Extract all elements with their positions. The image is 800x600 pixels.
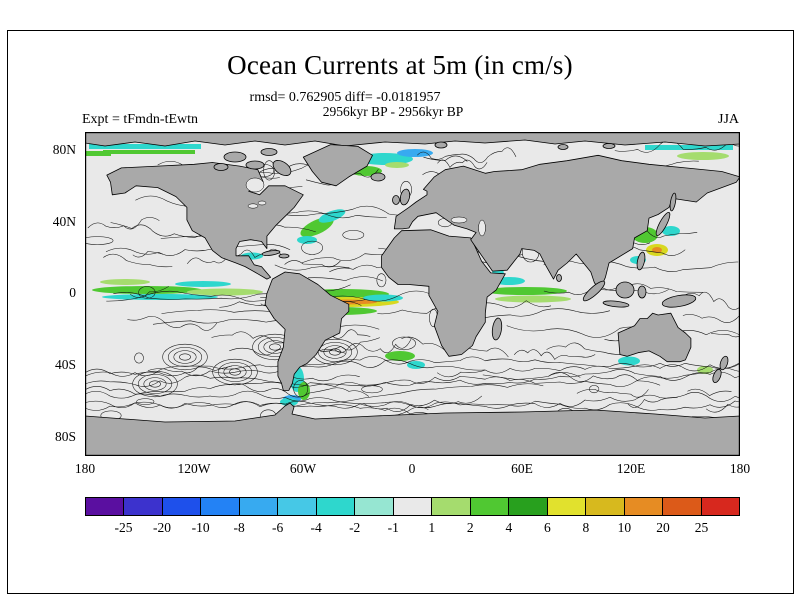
colorbar-tick-label: 4 <box>505 520 513 535</box>
lon-label-180W: 180 <box>74 461 96 476</box>
land-masses <box>85 132 740 456</box>
continent-greenland <box>302 144 373 187</box>
colorbar-segment <box>586 497 625 516</box>
lat-label-40S: 40S <box>54 357 76 372</box>
colorbar-tick-labels: -25 -20 -10 -8 -6 -4 -2 -1 1 2 4 6 8 10 20 25 <box>85 520 740 538</box>
continent-africa <box>381 229 506 357</box>
colorbar-tick-label: -2 <box>349 520 361 535</box>
stats-line: rmsd= 0.762905 diff= -0.0181957 <box>249 90 441 105</box>
experiment-label: Expt = tFmdn-tEwtn <box>82 112 199 127</box>
map-frame <box>85 132 740 456</box>
colorbar-tick-label: -4 <box>310 520 322 535</box>
island-sakhalin <box>669 192 677 212</box>
island-arctic-1 <box>223 151 247 163</box>
colorbar-segment <box>432 497 471 516</box>
lon-label-180E: 180 <box>729 461 751 476</box>
colorbar-segment <box>162 497 202 516</box>
lat-label-0: 0 <box>69 285 76 300</box>
lon-label-60W: 60W <box>289 461 317 476</box>
lon-label-120E: 120E <box>616 461 646 476</box>
island-hispaniola <box>278 253 290 259</box>
colorbar-tick-label: 10 <box>617 520 632 535</box>
world-map-svg <box>85 132 740 456</box>
lat-label-80S: 80S <box>54 429 76 444</box>
continent-antarctica <box>85 402 740 456</box>
island-japan <box>655 212 671 236</box>
plot-title: Ocean Currents at 5m (in cm/s) <box>227 50 573 80</box>
lat-label-40N: 40N <box>52 214 76 229</box>
lake-superior <box>247 203 259 209</box>
island-new-zealand-north <box>719 355 729 371</box>
continent-eurasia <box>393 154 740 291</box>
continent-arctic <box>85 132 740 147</box>
island-ireland <box>392 195 400 205</box>
island-new-siberian <box>602 143 616 149</box>
island-java <box>602 300 630 308</box>
period-line: 2956kyr BP - 2956kyr BP <box>322 104 464 119</box>
continent-australia <box>617 312 692 363</box>
island-iceland <box>370 172 386 182</box>
season-label: JJA <box>718 112 740 127</box>
island-new-guinea <box>661 294 697 308</box>
colorbar-segment <box>85 497 125 516</box>
island-sumatra <box>582 280 606 302</box>
colorbar-segment <box>393 497 433 516</box>
colorbar-tick-label: -1 <box>387 520 399 535</box>
island-svalbard <box>434 141 448 149</box>
colorbar-tick-label: -25 <box>114 520 133 535</box>
colorbar-segment <box>278 497 317 516</box>
island-baffin <box>272 160 292 176</box>
colorbar-tick-label: 25 <box>694 520 709 535</box>
colorbar-tick-label: 8 <box>582 520 590 535</box>
colorbar-tick-label: -20 <box>153 520 172 535</box>
colorbar-segment <box>509 497 548 516</box>
island-sulawesi <box>637 285 647 299</box>
hudson-bay <box>245 177 265 193</box>
colorbar-segment <box>316 497 356 516</box>
colorbar-tick-label: -6 <box>272 520 284 535</box>
island-arctic-4 <box>260 148 278 156</box>
island-sri-lanka <box>556 274 562 282</box>
colorbar-segment <box>624 497 664 516</box>
colorbar-segment <box>355 497 394 516</box>
lon-label-60E: 60E <box>511 461 533 476</box>
island-uk <box>399 188 411 206</box>
island-borneo <box>615 281 635 299</box>
lake-huron <box>257 200 267 206</box>
lat-label-80N: 80N <box>52 142 76 157</box>
lon-label-0: 0 <box>408 461 416 476</box>
colorbar-segments <box>85 497 740 516</box>
colorbar-segment <box>470 497 510 516</box>
colorbar-segment <box>239 497 279 516</box>
inland-seas <box>245 177 486 237</box>
colorbar-segment <box>701 497 740 516</box>
lon-label-120W: 120W <box>177 461 211 476</box>
colorbar-tick-label: 1 <box>428 520 436 535</box>
island-cuba <box>261 250 281 256</box>
island-madagascar <box>491 317 503 341</box>
colorbar-segment <box>124 497 163 516</box>
colorbar-tick-label: 2 <box>466 520 474 535</box>
caspian-sea <box>478 219 486 237</box>
island-philippines <box>636 251 646 271</box>
continent-south-america <box>264 271 350 391</box>
colorbar-tick-label: -8 <box>233 520 245 535</box>
island-arctic-3 <box>213 163 229 171</box>
colorbar-segment <box>547 497 587 516</box>
island-new-zealand-south <box>712 368 722 384</box>
map-area <box>85 132 740 456</box>
colorbar-segment <box>201 497 240 516</box>
colorbar-tick-label: 20 <box>656 520 670 535</box>
colorbar-segment <box>663 497 702 516</box>
black-sea <box>450 216 468 224</box>
colorbar-tick-label: 6 <box>543 520 551 535</box>
island-severnaya <box>557 144 569 150</box>
colorbar-tick-label: -10 <box>191 520 210 535</box>
outer-frame <box>7 30 794 594</box>
island-arctic-2 <box>245 160 265 170</box>
